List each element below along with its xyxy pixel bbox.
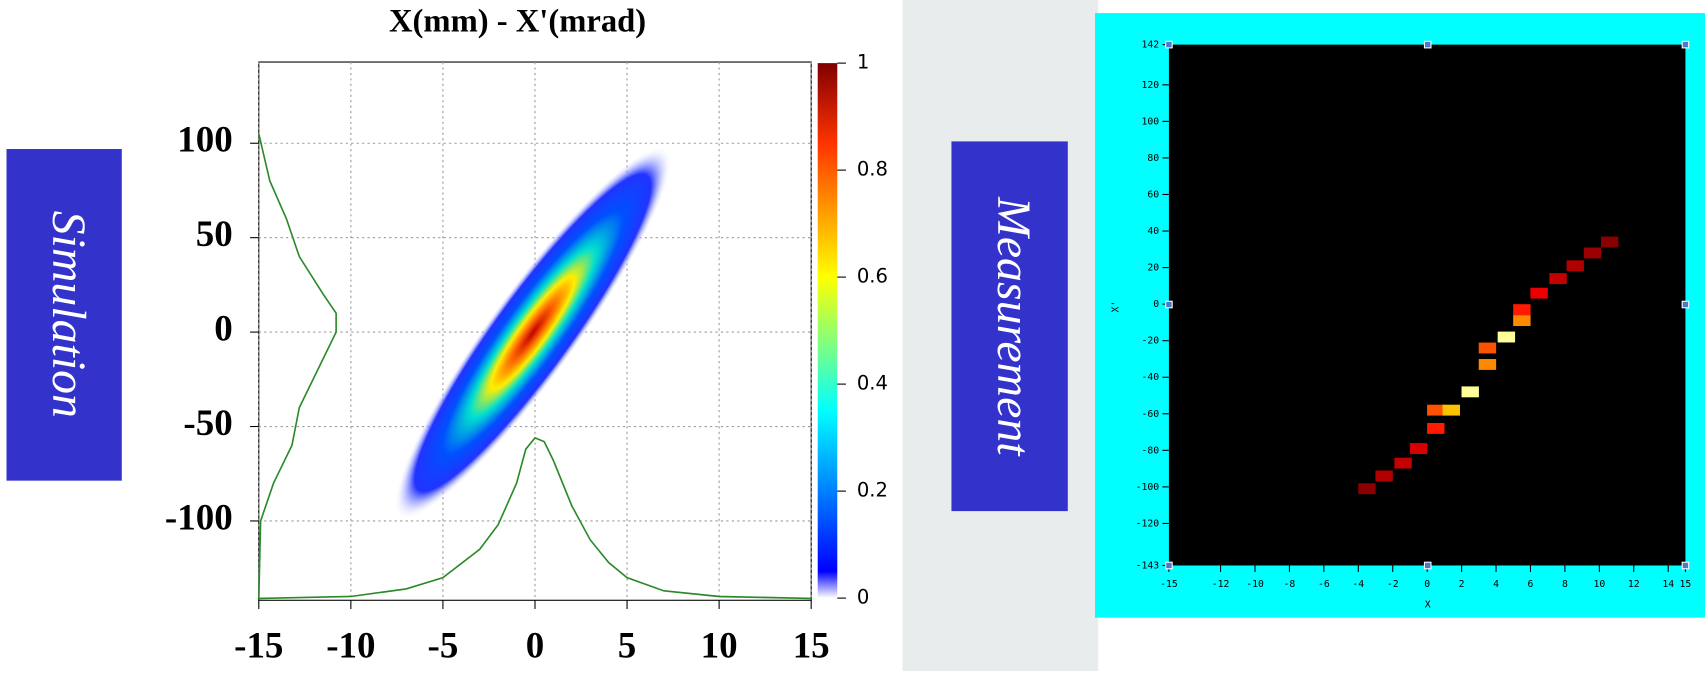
y-tick-label: -60 [1141, 409, 1159, 420]
y-tick-label: 80 [1147, 153, 1159, 164]
y-tick-label: -100 [165, 496, 233, 537]
x-tick-label: -4 [1352, 579, 1364, 590]
y-tick-label: -143 [1136, 560, 1160, 571]
panel-label: Simulation [42, 211, 95, 418]
cell [1409, 443, 1428, 454]
x-tick-label: 15 [793, 625, 830, 666]
y-tick-label: 20 [1147, 263, 1159, 274]
handle [1165, 561, 1173, 570]
y-tick-label: 100 [177, 119, 232, 160]
x-tick-label: 6 [1528, 579, 1534, 590]
label-box [6, 149, 122, 481]
y-tick-label: -120 [1136, 518, 1160, 529]
colorbar-label: 0.8 [857, 158, 888, 181]
y-tick-label: 100 [1141, 116, 1159, 127]
x-tick-label: -10 [1246, 579, 1264, 590]
plot-area [1168, 44, 1686, 566]
x-tick-label: -8 [1284, 579, 1296, 590]
handle [1681, 561, 1690, 570]
colorbar-label: 0 [857, 586, 869, 609]
cell [1358, 483, 1376, 495]
x-tick-label: 8 [1562, 579, 1568, 590]
y-tick-label: 0 [214, 308, 232, 349]
cell [1394, 457, 1412, 469]
beam-density [394, 146, 672, 520]
x-tick-label: 5 [618, 625, 636, 666]
cell [1478, 342, 1497, 354]
x-tick-label: -12 [1212, 579, 1230, 590]
panel-label: Measurement [987, 196, 1040, 457]
cell [1549, 273, 1567, 284]
x-tick-label: -6 [1318, 579, 1330, 590]
x-tick-label: -15 [234, 625, 283, 666]
y-tick-label: 50 [196, 213, 233, 254]
cell [1427, 404, 1445, 416]
x-tick-label: 10 [1593, 579, 1605, 590]
colorbar [817, 63, 838, 599]
cell [1427, 422, 1445, 434]
y-tick-label: -80 [1141, 445, 1159, 456]
colorbar-label: 0.6 [857, 265, 888, 288]
y-profile [257, 133, 337, 599]
x-tick-label: -10 [326, 625, 375, 666]
x-tick-label: 4 [1493, 579, 1499, 590]
handle [1165, 300, 1173, 309]
x-tick-label: 10 [701, 625, 738, 666]
colorbar-label: 1 [857, 51, 869, 74]
cell [1375, 470, 1393, 482]
handle [1681, 40, 1690, 49]
cell [1513, 315, 1531, 327]
plot-area [258, 61, 812, 601]
x-tick-label: 0 [526, 625, 544, 666]
cell [1513, 304, 1531, 316]
y-tick-label: 142 [1141, 40, 1159, 51]
y-tick-label: -20 [1141, 336, 1159, 347]
cell [1530, 287, 1548, 299]
x-tick-label: 0 [1424, 579, 1430, 590]
y-tick-label: 120 [1141, 80, 1159, 91]
cell [1566, 260, 1584, 272]
y-axis-label: X' [1111, 301, 1122, 313]
cell [1583, 247, 1602, 259]
y-tick-label: 0 [1153, 299, 1159, 310]
y-tick-label: -40 [1141, 372, 1159, 383]
y-tick-label: 40 [1147, 226, 1159, 237]
label-box [951, 141, 1068, 512]
x-tick-label: 2 [1459, 579, 1465, 590]
x-axis-label: X [1425, 600, 1431, 611]
x-tick-label: 14 [1662, 579, 1674, 590]
x-tick-label: 12 [1628, 579, 1640, 590]
cell [1600, 236, 1619, 248]
handle [1681, 300, 1690, 309]
cell [1461, 386, 1479, 398]
colorbar-label: 0.2 [857, 479, 888, 502]
chart-title: X(mm) - X'(mrad) [389, 3, 646, 39]
handle [1165, 40, 1173, 49]
x-tick-label: 15 [1680, 579, 1692, 590]
colorbar-label: 0.4 [857, 372, 888, 395]
handle [1423, 40, 1432, 49]
y-tick-label: -100 [1136, 482, 1160, 493]
cell [1442, 404, 1460, 416]
x-profile [258, 436, 812, 600]
x-tick-label: -2 [1387, 579, 1399, 590]
y-tick-label: 60 [1147, 189, 1159, 200]
handle [1423, 561, 1432, 570]
x-tick-label: -5 [428, 625, 459, 666]
cell [1478, 359, 1497, 370]
y-tick-label: -50 [183, 402, 232, 443]
cell [1497, 331, 1516, 343]
x-tick-label: -15 [1160, 579, 1178, 590]
